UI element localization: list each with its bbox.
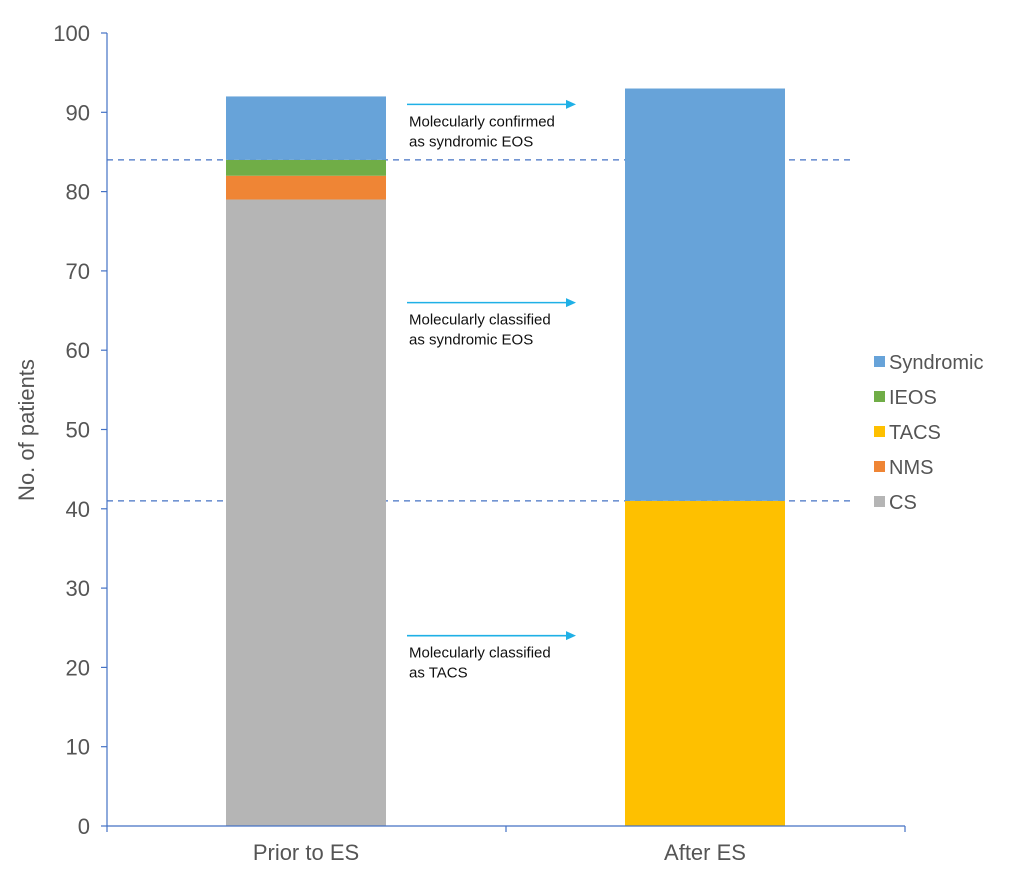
annotation: Molecularly confirmed as syndromic EOS [407,99,576,150]
legend-swatch [874,356,885,367]
y-tick-label: 60 [66,338,90,363]
y-tick-label: 10 [66,735,90,760]
bar-stacks [226,88,785,826]
legend-item: TACS [874,422,941,444]
annotation-text: as TACS [409,665,468,682]
legend-item: CS [874,492,917,514]
legend-label: TACS [889,422,941,444]
bar-segment-syndromic [625,88,785,501]
legend-label: IEOS [889,387,937,409]
x-tick-label: Prior to ES [253,840,359,865]
bar-segment-syndromic [226,96,386,160]
legend-label: CS [889,492,917,514]
legend-swatch [874,461,885,472]
annotation-arrowhead [566,99,576,109]
annotation-text: Molecularly confirmed [409,113,555,130]
annotation: Molecularly classified as syndromic EOS [407,298,576,349]
y-tick-label: 80 [66,180,90,205]
x-tick-label: After ES [664,840,746,865]
legend-item: Syndromic [874,352,983,374]
annotation: Molecularly classified as TACS [407,631,576,682]
annotation-text: as syndromic EOS [409,332,533,349]
legend-swatch [874,391,885,402]
y-tick-label: 20 [66,655,90,680]
y-tick-label: 100 [53,21,90,46]
y-tick-label: 30 [66,576,90,601]
annotation-text: Molecularly classified [409,312,551,329]
legend-label: NMS [889,457,933,479]
y-tick-label: 50 [66,418,90,443]
legend-swatch [874,426,885,437]
legend-swatch [874,496,885,507]
legend-item: NMS [874,457,933,479]
legend-item: IEOS [874,387,937,409]
y-tick-label: 70 [66,259,90,284]
y-tick-label: 0 [78,814,90,839]
annotation-arrowhead [566,631,576,641]
y-tick-label: 90 [66,100,90,125]
y-tick-label: 40 [66,497,90,522]
legend-label: Syndromic [889,352,983,374]
legend: Syndromic IEOS TACS NMS CS [874,352,983,514]
annotation-text: Molecularly classified [409,645,551,662]
annotation-arrowhead [566,298,576,308]
annotation-text: as syndromic EOS [409,133,533,150]
axes: 0 10 20 30 40 50 60 70 80 90 100 Prior to ES After E… [53,21,906,865]
y-axis-title: No. of patients [14,359,39,501]
bar-segment-nms [226,175,386,200]
bar-segment-tacs [625,500,785,826]
bar-segment-ieos [226,159,386,176]
bar-segment-cs [226,199,386,826]
